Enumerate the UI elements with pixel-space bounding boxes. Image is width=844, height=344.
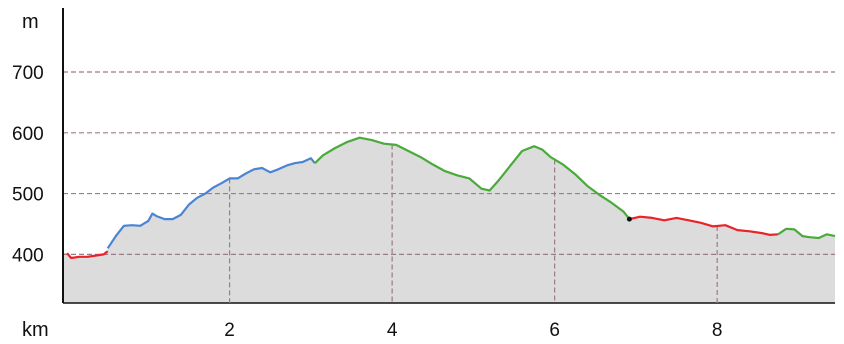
profile-marker-1 — [626, 216, 632, 222]
y-axis-unit-label: m — [22, 11, 39, 33]
y-tick-label: 400 — [12, 245, 44, 266]
elevation-area-layer — [63, 137, 835, 304]
x-tick-label: 4 — [387, 320, 398, 341]
y-tick-label: 600 — [12, 124, 44, 145]
profile-segment-1 — [66, 250, 109, 260]
profile-segment-5 — [777, 227, 836, 240]
y-tick-label: 500 — [12, 185, 44, 206]
profile-segment-2 — [106, 157, 316, 249]
x-tick-label: 6 — [549, 320, 560, 341]
profile-segment-3 — [314, 136, 631, 220]
elevation-area-fill — [63, 137, 835, 303]
x-axis-unit-label: km — [22, 319, 49, 341]
elevation-line-layer — [66, 136, 836, 260]
y-tick-label: 700 — [12, 63, 44, 84]
x-tick-labels: 2 4 6 8 — [224, 320, 722, 341]
y-tick-labels: 400 500 600 700 — [12, 63, 44, 266]
x-tick-label: 2 — [224, 320, 235, 341]
x-tick-label: 8 — [712, 320, 723, 341]
gridlines-layer — [63, 71, 835, 303]
profile-segment-4 — [629, 215, 779, 236]
